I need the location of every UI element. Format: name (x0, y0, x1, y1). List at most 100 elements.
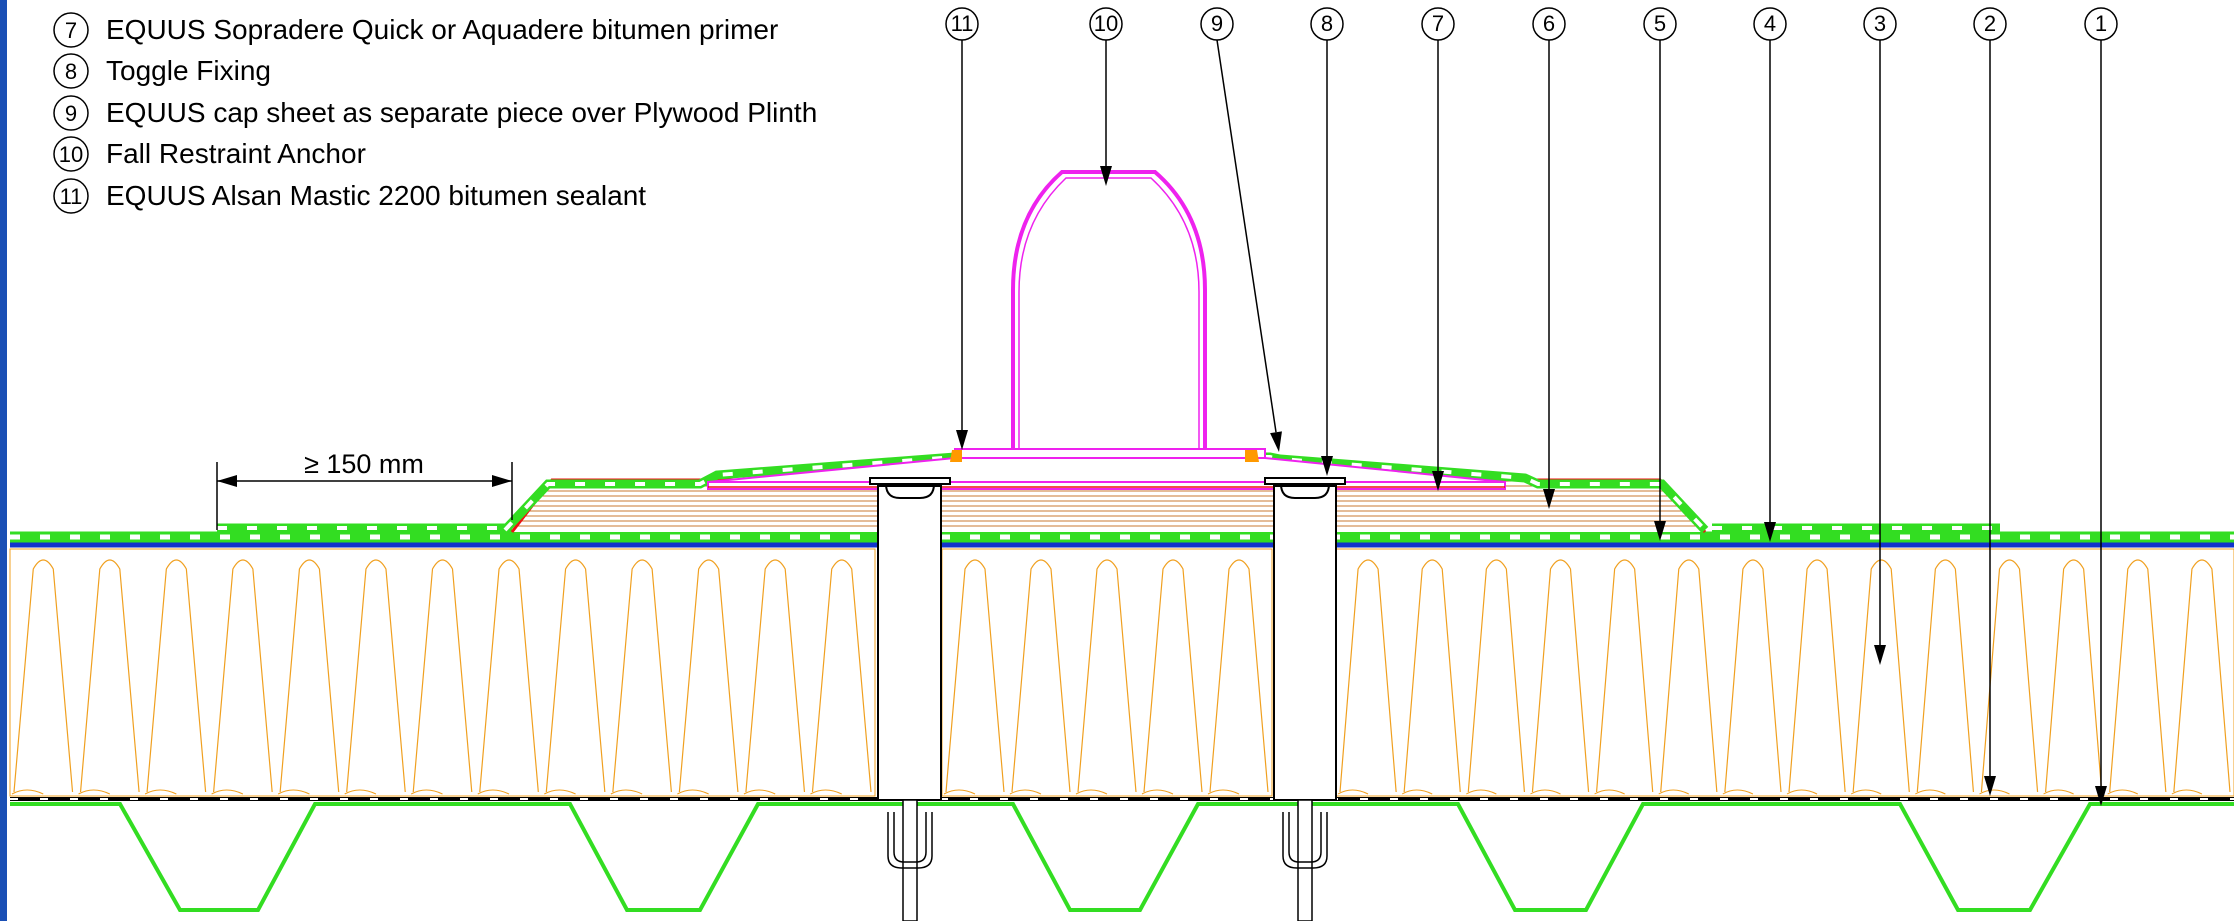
toggle-wing (1288, 812, 1322, 863)
callout-number: 7 (1432, 11, 1444, 36)
legend-number: 7 (65, 18, 77, 43)
fixing-washer (869, 477, 951, 485)
insulation-fibre-base (410, 789, 443, 795)
insulation-fibre-loop (1980, 559, 2039, 793)
insulation-fibre-loop (1403, 559, 1461, 793)
legend-item-7: 7 EQUUS Sopradere Quick or Aquadere bitu… (53, 12, 778, 48)
insulation-fibre-base (477, 789, 510, 795)
page-border (0, 0, 7, 921)
callout-number: 4 (1764, 11, 1776, 36)
callouts: 11 10 9 8 7 6 5 4 3 2 1 (945, 7, 2118, 806)
insulation-board-outline (941, 548, 1273, 797)
insulation-fibre-base (277, 789, 310, 795)
insulation-fibre-loop (612, 559, 672, 793)
insulation-fibre-base (1594, 789, 1625, 795)
fixing-tube (877, 485, 942, 801)
metal-deck-profile (10, 802, 2234, 912)
insulation-fibre-base (1850, 789, 1882, 795)
insulation-fibre-base (1979, 789, 2010, 795)
callout-number: 9 (1211, 11, 1223, 36)
callout-arrowhead (956, 430, 968, 450)
callout-arrowhead (1543, 489, 1555, 509)
membrane-layers (10, 523, 2234, 801)
fixing-head (885, 483, 935, 499)
insulation-fibre-loop (545, 559, 606, 793)
insulation-fibre-loop (811, 559, 872, 793)
insulation-fibre-loop (1011, 559, 1071, 793)
dimension-150mm: ≥ 150 mm (216, 449, 513, 530)
legend-label: Fall Restraint Anchor (106, 138, 366, 169)
toggle-wing-outer (1282, 812, 1328, 869)
insulation-fibre-base (1141, 789, 1174, 795)
legend-number: 8 (65, 59, 77, 84)
insulation-fibre-base (2171, 789, 2203, 795)
insulation-fibre-loop (1595, 559, 1654, 793)
insulation-fibre-base (1075, 789, 1108, 795)
insulation-fibre-loop (213, 559, 273, 793)
insulation-fibre-loop (479, 559, 539, 793)
insulation-fibre-loop (1724, 559, 1782, 793)
fixing-shaft (902, 799, 918, 921)
toggle-wing (893, 812, 927, 863)
insulation-fibre-base (344, 789, 377, 795)
callout-arrowhead (1321, 456, 1333, 476)
callout-number: 10 (1094, 11, 1118, 36)
callout-number: 3 (1874, 11, 1886, 36)
anchor-base-plate (707, 481, 1506, 490)
callout-arrowhead (2095, 786, 2107, 806)
fixing-head (1280, 483, 1330, 499)
insulation-fibre-base (610, 789, 643, 795)
insulation-fibre-loop (146, 559, 207, 793)
insulation-board-outline (9, 548, 876, 797)
callout-arrowhead (1270, 431, 1282, 452)
insulation-fibre-base (544, 789, 576, 795)
insulation-fibre-base (1530, 789, 1561, 795)
insulation-fibre-base (211, 789, 244, 795)
legend-number-circle (53, 178, 89, 214)
insulation-fibre-loop (1660, 559, 1718, 793)
legend-item-11: 11 EQUUS Alsan Mastic 2200 bitumen seala… (53, 178, 646, 214)
legend-label: EQUUS Alsan Mastic 2200 bitumen sealant (106, 180, 646, 211)
legend-number-circle (53, 53, 89, 89)
legend-number: 10 (59, 142, 83, 167)
insulation-fibre-loop (346, 559, 406, 793)
legend-item-10: 10 Fall Restraint Anchor (53, 136, 366, 172)
fixing-shaft (1297, 799, 1313, 921)
insulation-fibre-loop (2044, 559, 2103, 793)
insulation-fibre-loop (279, 559, 340, 793)
insulation-fibre-base (11, 789, 44, 795)
insulation-fibre-base (1915, 789, 1946, 795)
insulation-fibre-loop (1788, 559, 1846, 793)
insulation-fibre-base (1466, 789, 1497, 795)
legend-label: EQUUS Sopradere Quick or Aquadere bitume… (106, 14, 778, 45)
insulation-fibre-loop (1077, 559, 1137, 793)
callout-arrowhead (1764, 522, 1776, 542)
callout-number: 1 (2095, 11, 2107, 36)
insulation-fibre-loop (2109, 559, 2167, 793)
callout-arrowhead (1654, 521, 1666, 541)
insulation-fibre-loop (1531, 559, 1590, 793)
fixing-washer (1264, 477, 1346, 485)
legend-number: 11 (60, 184, 83, 209)
sealant-bead-right (1245, 450, 1259, 462)
legend-number: 9 (65, 101, 77, 126)
insulation-fibre-base (943, 789, 976, 795)
insulation-fibre-loop (1467, 559, 1526, 793)
insulation-fibre-loop (13, 559, 74, 793)
insulation-fibre-base (743, 789, 776, 795)
legend-number-circle (53, 12, 89, 48)
insulation-fibre-base (78, 789, 111, 795)
callout-number: 5 (1654, 11, 1666, 36)
insulation-fibre-base (1337, 789, 1369, 795)
insulation-fibre-loop (745, 559, 806, 793)
callout-number: 6 (1543, 11, 1555, 36)
callout-arrowhead (1432, 471, 1444, 491)
insulation-fibre-base (677, 789, 709, 795)
insulation-fibre-base (1722, 789, 1754, 795)
legend-item-9: 9 EQUUS cap sheet as separate piece over… (53, 95, 817, 131)
insulation-fibre-base (1786, 789, 1818, 795)
fixing-tube (1273, 485, 1337, 801)
callout-number: 2 (1984, 11, 1996, 36)
insulation-fibre-loop (79, 559, 140, 793)
